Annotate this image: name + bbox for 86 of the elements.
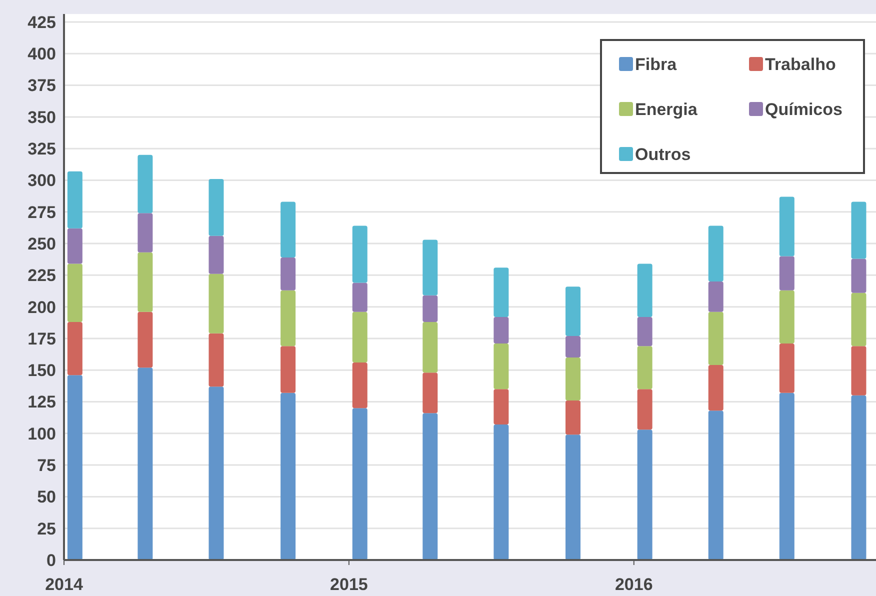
- y-tick-label: 200: [28, 298, 56, 317]
- bar: [637, 389, 652, 430]
- bar: [851, 202, 866, 259]
- bar: [208, 333, 224, 387]
- bar: [422, 322, 438, 373]
- bar: [494, 268, 509, 317]
- bar: [708, 226, 724, 282]
- bar: [637, 430, 652, 560]
- bar: [422, 372, 438, 414]
- bar: [779, 196, 794, 256]
- bar: [566, 286, 580, 336]
- x-tick-label: 2014: [45, 575, 84, 594]
- bar: [208, 274, 224, 334]
- x-tick-label: 2016: [614, 575, 653, 594]
- bar: [779, 392, 794, 560]
- bar: [708, 365, 724, 411]
- bar: [708, 282, 724, 312]
- y-tick-label: 125: [28, 392, 56, 412]
- bar: [280, 202, 296, 258]
- bar: [280, 290, 296, 346]
- y-tick-label: 350: [28, 108, 56, 127]
- bar: [352, 408, 368, 560]
- bar: [208, 236, 224, 274]
- bar: [422, 240, 438, 296]
- y-tick-label: 275: [28, 202, 56, 222]
- y-tick-label: 225: [28, 266, 56, 286]
- bar: [138, 368, 153, 560]
- bar: [67, 171, 82, 228]
- bar: [851, 258, 866, 293]
- bar: [67, 228, 82, 264]
- y-tick-label: 100: [28, 424, 56, 444]
- bar: [352, 282, 368, 312]
- bar: [566, 434, 580, 560]
- bar: [566, 357, 580, 400]
- bar: [352, 226, 368, 283]
- bar: [352, 312, 368, 363]
- bar: [779, 344, 794, 393]
- bar: [566, 400, 580, 435]
- bar: [708, 312, 724, 366]
- y-tick-label: 0: [46, 550, 56, 570]
- bar: [280, 257, 296, 290]
- bar: [208, 386, 224, 560]
- y-tick-label: 25: [37, 519, 56, 538]
- legend-label: Energia: [635, 100, 698, 119]
- bar: [138, 213, 153, 252]
- bar: [138, 154, 153, 214]
- legend-label: Outros: [635, 144, 691, 164]
- bar: [67, 375, 82, 560]
- bar: [138, 312, 153, 368]
- bar: [779, 290, 794, 344]
- y-tick-label: 50: [37, 488, 56, 507]
- bar: [67, 322, 82, 376]
- legend-label: Químicos: [765, 100, 842, 119]
- y-tick-label: 425: [28, 12, 56, 32]
- bar: [422, 295, 438, 322]
- bar: [779, 256, 794, 290]
- bar: [851, 395, 866, 560]
- bar: [494, 344, 509, 390]
- bar: [566, 336, 580, 358]
- legend-label: Fibra: [635, 54, 678, 74]
- bar: [851, 292, 866, 346]
- y-tick-label: 250: [28, 234, 56, 254]
- bar: [280, 346, 296, 393]
- bar: [352, 362, 368, 408]
- y-tick-label: 375: [28, 76, 56, 96]
- legend-label: Trabalho: [765, 54, 836, 74]
- y-tick-label: 175: [28, 329, 56, 348]
- bar: [637, 264, 652, 317]
- y-tick-label: 325: [28, 140, 56, 159]
- bar: [494, 389, 509, 425]
- x-tick-label: 2015: [330, 575, 368, 594]
- bar: [637, 316, 652, 346]
- bar: [138, 252, 153, 312]
- bar: [708, 410, 724, 560]
- bar: [280, 392, 296, 560]
- bar: [494, 424, 509, 560]
- y-tick-label: 75: [37, 456, 56, 476]
- y-tick-label: 150: [28, 361, 56, 380]
- bar: [422, 413, 438, 560]
- bar: [208, 178, 224, 236]
- bar: [67, 264, 82, 322]
- y-tick-label: 300: [28, 171, 56, 190]
- bar: [494, 316, 509, 344]
- y-tick-label: 400: [28, 44, 56, 64]
- bar: [637, 346, 652, 390]
- bar: [851, 346, 866, 396]
